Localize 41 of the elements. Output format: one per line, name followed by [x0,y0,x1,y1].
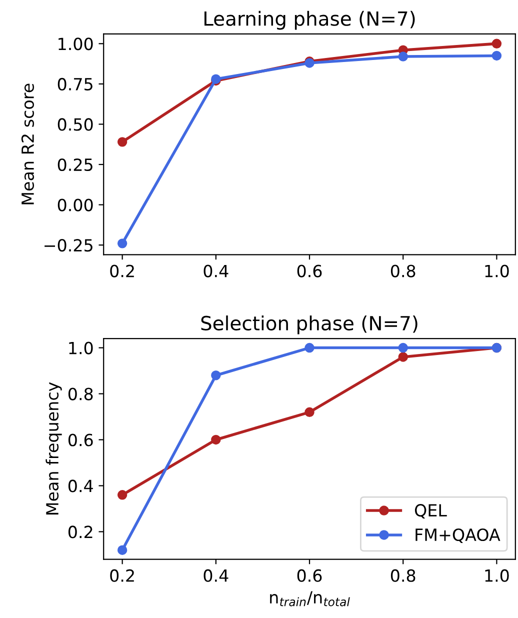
point [117,545,128,555]
y-tick-label: 1.00 [58,38,93,50]
y-tick-label: 0.00 [58,198,93,212]
point [211,434,221,445]
legend-label: QEL [414,504,447,519]
point [492,38,502,49]
x-tick-label: 0.2 [110,569,134,582]
point [398,352,408,362]
y-tick-label: 0.50 [58,118,93,131]
x-tick-label: 0.4 [204,264,228,278]
x-tick-label: 0.4 [204,569,228,582]
y-tick-label: 0.6 [68,434,93,446]
y-tick-label: 0.8 [68,388,93,400]
point [398,52,408,62]
y-tick-label: 0.75 [58,78,92,90]
y-tick-label: 0.2 [68,526,92,538]
y-tick-label: 0.25 [58,158,92,172]
point [117,137,128,147]
y-tick-label: 0.4 [68,480,93,492]
x-tick-label: 0.2 [110,264,134,278]
y-axis-title: Mean frequency [46,382,62,514]
x-tick-label: 0.8 [390,569,416,582]
point [304,407,314,418]
point [117,490,128,500]
point [304,342,314,353]
chart-title: Selection phase (N=7) [201,315,418,334]
x-tick-label: 1.0 [485,264,509,278]
x-axis-title: n$_{train}$/n$_{total}$ [270,591,350,606]
point [211,370,221,380]
x-tick-label: 1.0 [485,569,509,582]
point [492,50,502,61]
y-axis-title: Mean R2 score [21,84,34,204]
point [398,342,408,353]
x-tick-label: 0.8 [390,264,416,278]
chart-title: Learning phase (N=7) [204,10,415,30]
y-tick-label: 1.0 [69,342,93,354]
point [117,238,128,248]
y-tick-label: −0.25 [44,239,92,252]
x-tick-label: 0.6 [297,569,322,582]
x-tick-label: 0.6 [297,264,322,278]
legend-label: FM+QAOA [416,528,500,543]
